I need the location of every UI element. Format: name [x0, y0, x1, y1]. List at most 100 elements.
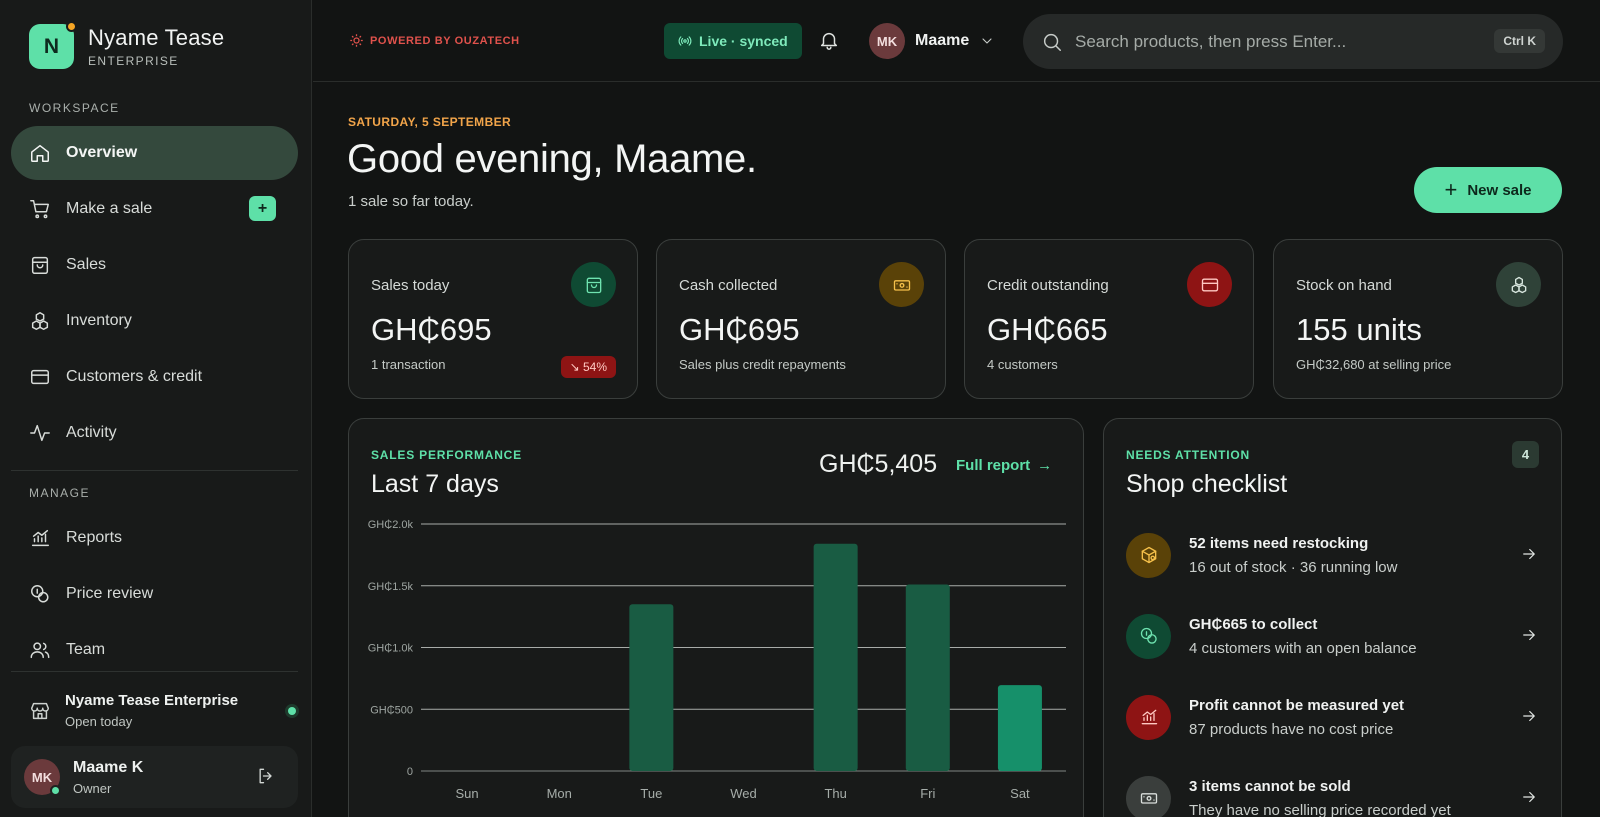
- stat-card-cash-collected[interactable]: Cash collected GH₵695 Sales plus credit …: [656, 239, 946, 399]
- sidebar-item-reports[interactable]: Reports: [11, 511, 298, 565]
- chevron-down-icon: [982, 38, 992, 44]
- bell-icon[interactable]: [818, 29, 840, 51]
- stat-value: GH₵665: [987, 312, 1108, 347]
- search-input[interactable]: [1075, 31, 1475, 52]
- full-report-label: Full report: [956, 457, 1031, 474]
- user-card[interactable]: MK Maame K Owner: [11, 746, 298, 808]
- stat-icon-wrap: [571, 262, 616, 307]
- stat-icon-wrap: [1187, 262, 1232, 307]
- cash-icon: [893, 279, 910, 291]
- sidebar-item-label: Price review: [66, 585, 154, 602]
- new-sale-button[interactable]: + New sale: [1414, 167, 1562, 213]
- brand[interactable]: N Nyame Tease ENTERPRISE: [29, 21, 225, 69]
- sidebar: N Nyame Tease ENTERPRISE WORKSPACE Overv…: [0, 0, 312, 817]
- checklist-item-subtitle: 16 out of stock · 36 running low: [1189, 558, 1398, 576]
- credit-card-icon: [1201, 278, 1218, 291]
- stat-card-stock-on-hand[interactable]: Stock on hand 155 units GH₵32,680 at sel…: [1273, 239, 1563, 399]
- shop-status-card[interactable]: Nyame Tease Enterprise Open today: [29, 692, 299, 729]
- brand-logo: N: [29, 21, 77, 69]
- sync-status-badge[interactable]: Live · synced: [664, 23, 802, 59]
- users-icon: [30, 642, 50, 659]
- stat-subtext: 1 transaction: [371, 357, 446, 372]
- sidebar-item-inventory[interactable]: Inventory: [11, 294, 298, 348]
- stat-value: 155 units: [1296, 312, 1422, 347]
- checklist-item-profit[interactable]: Profit cannot be measured yet 87 product…: [1126, 687, 1538, 747]
- powered-by[interactable]: POWERED BY OUZATECH: [349, 33, 520, 48]
- bar-sat[interactable]: [997, 685, 1042, 771]
- checklist-icon-wrap: [1126, 694, 1171, 740]
- sidebar-item-make-a-sale[interactable]: Make a sale +: [11, 182, 298, 236]
- credit-card-icon: [31, 369, 49, 385]
- avatar: MK: [24, 759, 61, 796]
- x-tick-label: Sun: [456, 786, 479, 801]
- sidebar-item-team[interactable]: Team: [11, 623, 298, 677]
- avatar-initials: MK: [876, 33, 898, 49]
- store-icon: [31, 702, 49, 719]
- stat-card-sales-today[interactable]: Sales today GH₵695 1 transaction ↘ 54%: [348, 239, 638, 399]
- avatar-initials: MK: [31, 769, 53, 785]
- checklist-item-collect[interactable]: GH₵665 to collect 4 customers with an op…: [1126, 606, 1538, 666]
- new-sale-label: New sale: [1467, 181, 1532, 199]
- y-tick-label: GH₵1.5k: [368, 581, 414, 593]
- sidebar-item-activity[interactable]: Activity: [11, 406, 298, 460]
- section-label-workspace: WORKSPACE: [29, 101, 120, 115]
- checklist-item-title: Profit cannot be measured yet: [1189, 696, 1405, 714]
- bag-icon: [31, 256, 49, 274]
- chart-icon: [1141, 709, 1157, 725]
- cart-icon: [30, 200, 49, 219]
- brand-tier: ENTERPRISE: [88, 54, 179, 68]
- quick-add-sale-button[interactable]: +: [249, 196, 276, 221]
- checklist-item-title: 3 items cannot be sold: [1189, 777, 1351, 795]
- arrow-right-icon: [1523, 791, 1535, 803]
- x-tick-label: Sat: [1010, 786, 1030, 801]
- online-indicator: [50, 785, 61, 796]
- stat-subtext: 4 customers: [987, 357, 1058, 372]
- pulse-icon: [30, 424, 50, 442]
- y-tick-label: GH₵500: [370, 704, 413, 716]
- x-tick-label: Fri: [920, 786, 935, 801]
- user-menu-name: Maame: [915, 32, 970, 49]
- user-menu[interactable]: MK Maame: [869, 23, 995, 59]
- checklist-icon-wrap: [1126, 613, 1171, 659]
- current-date: SATURDAY, 5 SEPTEMBER: [348, 115, 512, 129]
- x-tick-label: Tue: [640, 786, 662, 801]
- checklist-item-restock[interactable]: 52 items need restocking 16 out of stock…: [1126, 525, 1538, 585]
- full-report-link[interactable]: Full report →: [956, 457, 1052, 474]
- sidebar-item-customers-credit[interactable]: Customers & credit: [11, 350, 298, 404]
- bar-tue[interactable]: [629, 604, 674, 771]
- home-icon: [31, 144, 49, 162]
- bag-icon: [586, 277, 601, 293]
- sidebar-item-label: Make a sale: [66, 200, 153, 217]
- sidebar-item-price-review[interactable]: Price review: [11, 567, 298, 621]
- topbar: POWERED BY OUZATECH Live · synced MK Maa…: [313, 0, 1600, 82]
- y-tick-label: GH₵1.0k: [368, 643, 414, 655]
- brand-name: Nyame Tease: [88, 25, 225, 50]
- sidebar-item-label: Team: [66, 641, 106, 658]
- page-title: Good evening, Maame.: [347, 137, 757, 181]
- checklist-item-subtitle: 4 customers with an open balance: [1189, 639, 1417, 657]
- panel-eyebrow: NEEDS ATTENTION: [1126, 448, 1251, 462]
- sidebar-item-sales[interactable]: Sales: [11, 238, 298, 292]
- sidebar-item-label: Sales: [66, 256, 107, 273]
- bar-fri[interactable]: [905, 584, 950, 771]
- sidebar-item-overview[interactable]: Overview: [11, 126, 298, 180]
- bar-thu[interactable]: [813, 543, 858, 771]
- arrow-right-icon: [1523, 629, 1535, 641]
- x-tick-label: Thu: [824, 786, 846, 801]
- arrow-right-icon: →: [1037, 457, 1053, 474]
- brand-initial: N: [43, 34, 60, 58]
- stat-icon-wrap: [879, 262, 924, 307]
- checklist-icon-wrap: [1126, 775, 1171, 817]
- avatar: MK: [869, 23, 905, 59]
- stat-icon-wrap: [1496, 262, 1541, 307]
- arrow-right-icon: [1523, 710, 1535, 722]
- stat-subtext: GH₵32,680 at selling price: [1296, 357, 1452, 372]
- trend-badge: ↘ 54%: [560, 356, 616, 378]
- stat-card-credit-outstanding[interactable]: Credit outstanding GH₵665 4 customers: [964, 239, 1254, 399]
- checklist-item-title: 52 items need restocking: [1189, 534, 1369, 552]
- logout-icon[interactable]: [256, 766, 276, 786]
- stat-title: Cash collected: [679, 277, 778, 294]
- checklist-item-no-price[interactable]: 3 items cannot be sold They have no sell…: [1126, 768, 1538, 817]
- shop-open-status: Open today: [65, 714, 133, 729]
- stat-subtext: Sales plus credit repayments: [679, 357, 846, 372]
